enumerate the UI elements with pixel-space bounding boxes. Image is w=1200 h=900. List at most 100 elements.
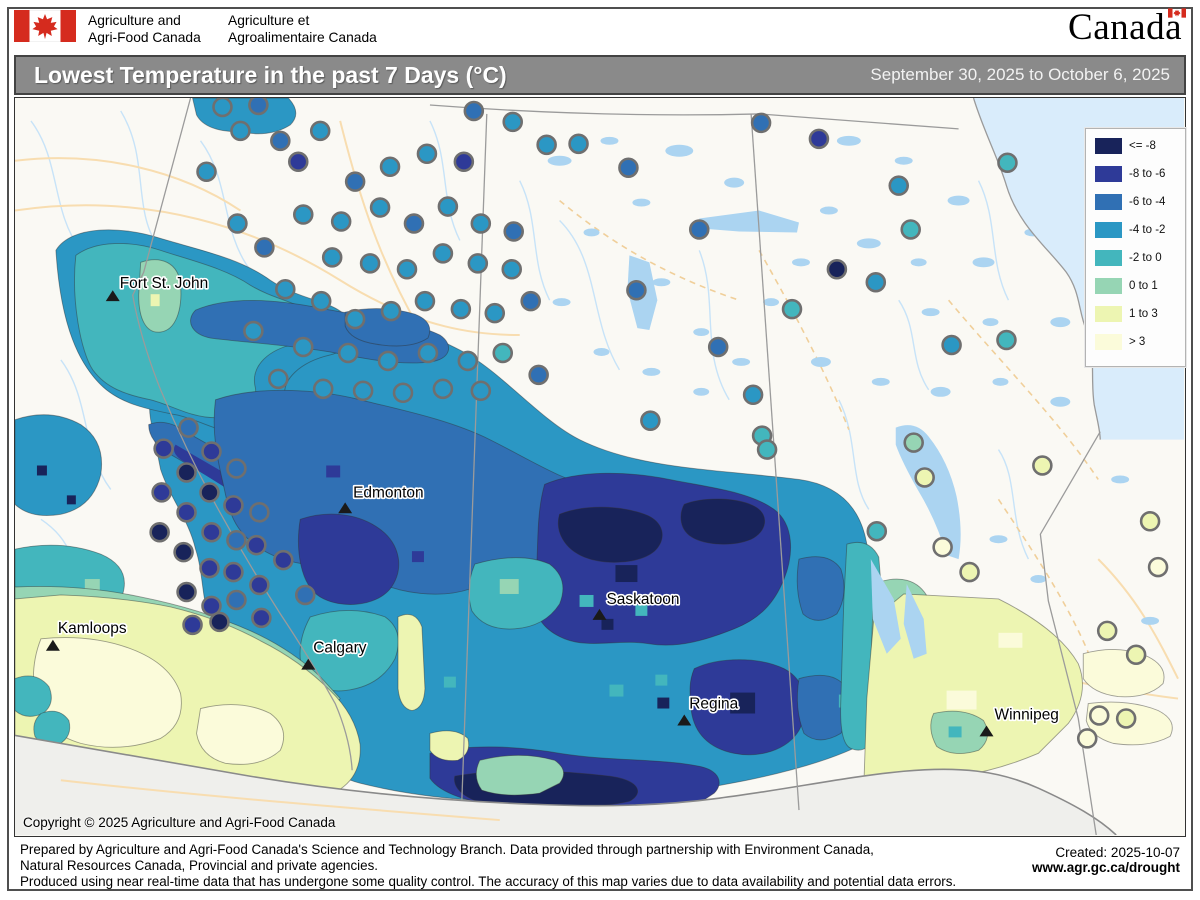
legend-row: 1 to 3 [1095,306,1185,322]
us-road [60,779,500,822]
legend-swatch [1095,250,1122,266]
station-dot [249,502,270,523]
station-dot [457,350,479,372]
us-border-line [15,734,1117,835]
legend-label: -8 to -6 [1129,168,1166,180]
station-dot [199,557,220,579]
station-dot [270,130,291,152]
station-dot [403,213,425,234]
station-dot [209,611,230,633]
station-dot [379,156,401,177]
dept-fr-line2: Agroalimentaire Canada [228,30,377,45]
station-dot [432,243,454,264]
station-dot [501,259,522,280]
station-dot [417,342,439,364]
copyright-text: Copyright © 2025 Agriculture and Agri-Fo… [23,815,336,830]
station-dot [808,128,830,150]
city-marker [677,714,692,726]
department-name-french: Agriculture et Agroalimentaire Canada [228,12,377,46]
legend-row: -6 to -4 [1095,194,1185,210]
station-dot [246,534,267,556]
legend-label: -2 to 0 [1129,252,1162,264]
station-dot [414,290,436,312]
legend-label: <= -8 [1129,140,1156,152]
station-dot [470,213,492,234]
drought-url: www.agr.gc.ca/drought [1031,860,1180,875]
station-dot [1125,644,1147,665]
legend-row: -8 to -6 [1095,166,1185,182]
station-dot [149,521,170,543]
station-dot [176,581,197,603]
station-dot [248,98,269,116]
map-legend: <= -8 -8 to -6 -6 to -4 -4 to -2 -2 to 0 0 to… [1085,128,1186,367]
station-dot [352,380,374,402]
station-dot [287,151,309,172]
station-dot [914,467,935,488]
station-dot [344,308,366,330]
legend-row: 0 to 1 [1095,278,1185,294]
station-dot [1147,556,1169,578]
station-dot [337,342,359,364]
station-dot [223,495,244,516]
city-label: Calgary [313,640,367,657]
station-dot [756,439,778,460]
station-dot [502,111,523,133]
legend-swatch [1095,138,1122,154]
station-dot [227,213,248,234]
station-dot [416,143,438,165]
station-dot [707,336,729,358]
station-dot [959,561,980,583]
city-label: Saskatoon [606,591,679,608]
station-dot [903,432,924,453]
manitoba-lakes [870,425,961,659]
station-dot [463,100,485,122]
footer-meta: Created: 2025-10-07 www.agr.gc.ca/drough… [1032,845,1180,875]
city-label: Regina [689,696,738,713]
station-dot [467,253,489,274]
station-dot [275,278,296,300]
station-dot [1096,620,1118,642]
station-dot [865,271,887,293]
city-marker [979,725,994,737]
footer-line2: Natural Resources Canada, Provincial and… [20,857,379,873]
station-dot [688,219,710,240]
city-marker [338,502,353,514]
station-dot [997,152,1018,173]
station-dot [437,196,459,217]
cities-layer: Fort St. John Edmonton Kamloops Calgary Sask… [45,274,1060,737]
legend-label: > 3 [1129,336,1146,348]
canada-wordmark: Canada [1068,6,1186,49]
legend-label: 0 to 1 [1129,280,1158,292]
station-dot [568,133,589,155]
station-dot [330,211,352,232]
city-marker [301,658,316,670]
stations-layer [149,98,1169,749]
station-dot [618,157,639,178]
station-dot [781,298,803,320]
station-dot [273,549,294,571]
station-dot [201,521,222,543]
station-dot [230,120,251,142]
legend-swatch [1095,278,1122,294]
station-dot [226,458,247,479]
station-dot [1076,728,1098,749]
legend-swatch [1095,166,1122,182]
station-dot [201,441,222,462]
station-dot [536,134,557,156]
station-dot [392,382,414,404]
city-marker [592,608,607,620]
station-dot [888,175,910,196]
station-dot [153,438,174,459]
created-date: Created: 2025-10-07 [1055,845,1180,860]
station-dot [268,368,289,390]
legend-swatch [1095,306,1122,322]
station-dot [450,298,472,320]
station-dot [996,329,1017,351]
station-dot [226,589,247,611]
map-canvas: Fort St. John Edmonton Kamloops Calgary Sask… [15,98,1184,835]
station-dot [212,98,233,118]
station-dot [178,417,199,438]
station-dot [626,279,647,301]
legend-row: <= -8 [1095,138,1185,154]
